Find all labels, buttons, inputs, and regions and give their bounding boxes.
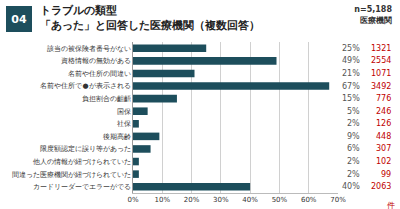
svg-text:カードリーダーでエラーがでる: カードリーダーでエラーがでる [33, 183, 131, 191]
svg-text:限度額認定に誤り等があった: 限度額認定に誤り等があった [40, 145, 131, 153]
svg-text:2063: 2063 [371, 182, 391, 191]
html-text:04: 04 [11, 12, 27, 26]
svg-text:40%: 40% [242, 196, 258, 204]
svg-text:間違った医療機関が紐づけられていた: 間違った医療機関が紐づけられていた [12, 171, 131, 179]
svg-text:2%: 2% [347, 157, 360, 166]
svg-text:名前や住所で●が表示される: 名前や住所で●が表示される [40, 82, 130, 90]
svg-text:49%: 49% [342, 56, 360, 65]
html-text:医療機関: 医療機関 [360, 16, 392, 25]
svg-text:67%: 67% [342, 82, 360, 91]
svg-text:60%: 60% [301, 196, 317, 204]
svg-text:307: 307 [376, 144, 391, 153]
svg-text:該当の被保険者番号がない: 該当の被保険者番号がない [47, 45, 131, 53]
html-text:トラブルの類型: トラブルの類型 [40, 4, 117, 17]
svg-text:9%: 9% [347, 132, 360, 141]
html-text:「あった」と回答した医療機関（複数回答）: 「あった」と回答した医療機関（複数回答） [40, 19, 260, 32]
svg-text:名前や住所の間違い: 名前や住所の間違い [68, 70, 131, 78]
svg-text:25%: 25% [342, 44, 360, 53]
svg-text:99: 99 [381, 170, 391, 179]
svg-text:10%: 10% [155, 196, 171, 204]
html-text:n=5,188: n=5,188 [354, 5, 392, 14]
svg-text:70%: 70% [330, 196, 346, 204]
svg-text:6%: 6% [347, 144, 360, 153]
svg-text:102: 102 [376, 157, 391, 166]
svg-text:5%: 5% [347, 107, 360, 116]
svg-text:負担割合の齟齬: 負担割合の齟齬 [82, 95, 131, 103]
svg-text:246: 246 [376, 107, 391, 116]
svg-text:2%: 2% [347, 119, 360, 128]
svg-text:1071: 1071 [371, 69, 391, 78]
svg-text:他人の情報が紐づけられていた: 他人の情報が紐づけられていた [33, 158, 131, 166]
svg-text:30%: 30% [213, 196, 229, 204]
svg-text:3492: 3492 [371, 82, 391, 91]
svg-text:2%: 2% [347, 170, 360, 179]
svg-text:126: 126 [376, 119, 391, 128]
svg-text:件: 件 [387, 201, 395, 209]
svg-text:1321: 1321 [371, 44, 391, 53]
svg-text:50%: 50% [272, 196, 288, 204]
svg-text:資格情報の無効がある: 資格情報の無効がある [61, 57, 131, 65]
svg-text:776: 776 [376, 94, 391, 103]
svg-text:21%: 21% [342, 69, 360, 78]
svg-text:448: 448 [376, 132, 391, 141]
svg-text:40%: 40% [342, 182, 360, 191]
svg-text:0%: 0% [127, 196, 138, 204]
svg-text:20%: 20% [184, 196, 200, 204]
svg-text:国保: 国保 [117, 108, 131, 116]
svg-text:後期高齢: 後期高齢 [103, 133, 131, 141]
svg-text:社保: 社保 [117, 120, 131, 128]
svg-text:15%: 15% [342, 94, 360, 103]
svg-text:2554: 2554 [371, 56, 391, 65]
